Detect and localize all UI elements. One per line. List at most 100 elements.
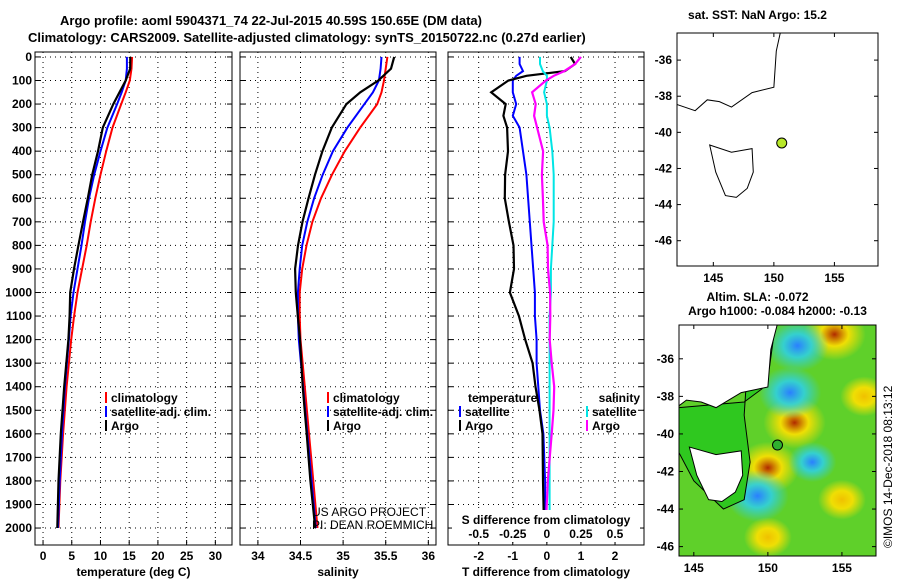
sla-anomaly-blob (766, 325, 829, 372)
plot-frame (239, 51, 437, 546)
y-tick-label: 100 (12, 74, 32, 88)
legend-label: satellite-adj. clim. (333, 405, 433, 419)
sla-anomaly-blob (743, 517, 792, 556)
legend-label: Argo (333, 419, 361, 433)
y-tick-label: 200 (12, 97, 32, 111)
plot-frame (447, 51, 645, 546)
land-tasmania (688, 446, 744, 503)
legend-swatch (327, 392, 329, 403)
x-tick-label: 36 (422, 549, 436, 563)
y-tick-label: 1300 (5, 356, 32, 370)
lat-tick-label: -44 (657, 502, 675, 516)
legend-swatch (586, 420, 588, 431)
x-tick-label: -1 (507, 549, 518, 563)
x-tick-label: 0 (544, 549, 551, 563)
lon-tick-label: 145 (684, 561, 704, 575)
x-tick-label: 34 (251, 549, 265, 563)
legend-swatch (459, 406, 461, 417)
legend-swatch (327, 406, 329, 417)
y-tick-label: 0 (25, 50, 32, 64)
x-tick-label: 0 (40, 549, 47, 563)
temperature-panel: 0100200300400500600700800900100011001200… (5, 50, 233, 579)
x-tick-label: 5 (68, 549, 75, 563)
y-tick-label: 400 (12, 144, 32, 158)
legend-label: satellite (465, 405, 510, 419)
y-tick-label: 1700 (5, 450, 32, 464)
x-tick-label: 20 (151, 549, 165, 563)
x-axis-label: T difference from climatology (462, 565, 630, 579)
x-tick-label: 15 (123, 549, 137, 563)
y-tick-label: 1500 (5, 403, 32, 417)
legend-swatch (459, 420, 461, 431)
y-tick-label: 1900 (5, 497, 32, 511)
x-tick-label: 1 (578, 549, 585, 563)
y-tick-label: 600 (12, 191, 32, 205)
lon-tick-label: 150 (764, 271, 784, 285)
x-tick-label: 34.5 (289, 549, 313, 563)
map-area (677, 33, 781, 198)
x-tick-label: -2 (473, 549, 484, 563)
legend-label: temperature (468, 391, 538, 405)
y-tick-label: 500 (12, 168, 32, 182)
credit-line-1: US ARGO PROJECT (312, 505, 427, 519)
y-tick-label: 800 (12, 238, 32, 252)
series-line-argo (293, 56, 396, 529)
lat-tick-label: -38 (657, 389, 675, 403)
y-tick-label: 2000 (5, 521, 32, 535)
legend-swatch (105, 420, 107, 431)
sst-map-panel: sat. SST: NaN Argo: 15.2 145 150 155 -36 -38 -… (655, 8, 879, 285)
legend-label: Argo (111, 419, 139, 433)
y-tick-label: 1000 (5, 285, 32, 299)
lat-tick-label: -44 (655, 198, 673, 212)
legend-label: satellite (592, 405, 637, 419)
lon-tick-label: 145 (703, 271, 723, 285)
y-tick-label: 1800 (5, 474, 32, 488)
legend-swatch (586, 406, 588, 417)
lat-tick-label: -36 (655, 53, 673, 67)
sla-anomaly-blob (817, 479, 866, 520)
salinity-panel: 34 34.5 35 35.5 36 salinity climatologysatelli… (239, 51, 437, 579)
y-tick-label: 900 (12, 262, 32, 276)
x-tick-label: 25 (180, 549, 194, 563)
land-tasmania (709, 144, 754, 198)
map-title: Altim. SLA: -0.072 (706, 290, 808, 304)
lon-tick-label: 155 (832, 561, 852, 575)
map-frame (678, 324, 877, 557)
x-axis-label: salinity (317, 565, 359, 579)
s-tick-label: 0.25 (569, 527, 593, 541)
lat-tick-label: -46 (655, 234, 673, 248)
legend-label: satellite-adj. clim. (111, 405, 211, 419)
land-mainland (677, 33, 781, 112)
title-line-1: Argo profile: aoml 5904371_74 22-Jul-201… (60, 13, 482, 28)
legend-swatch (105, 392, 107, 403)
x-tick-label: 2 (612, 549, 619, 563)
lat-tick-label: -42 (655, 161, 673, 175)
series-line-climatology (298, 56, 389, 529)
legend-label: Argo (465, 419, 493, 433)
x-tick-label: 30 (209, 549, 223, 563)
s-axis-label: S difference from climatology (462, 513, 631, 527)
lat-tick-label: -40 (657, 427, 675, 441)
y-tick-label: 1100 (6, 309, 32, 323)
legend-swatch (327, 420, 329, 431)
legend-swatch (105, 406, 107, 417)
x-tick-label: 35 (336, 549, 350, 563)
series-line-climatology (57, 56, 134, 529)
lat-tick-label: -40 (655, 125, 673, 139)
series-line-argo (56, 56, 132, 529)
lat-tick-label: -46 (657, 540, 675, 554)
s-tick-label: -0.25 (499, 527, 527, 541)
y-tick-label: 300 (12, 121, 32, 135)
argo-float-marker (772, 439, 783, 451)
legend-label: climatology (111, 391, 178, 405)
difference-panel: -2 -1 0 1 2 T difference from climatology S di… (447, 51, 645, 579)
plot-frame (34, 51, 233, 546)
lat-tick-label: -36 (657, 352, 675, 366)
argo-float-marker (776, 137, 788, 149)
y-tick-label: 1400 (5, 380, 32, 394)
credit-line-2: PI: DEAN ROEMMICH (312, 518, 433, 532)
y-tick-label: 700 (12, 215, 32, 229)
x-tick-label: 10 (94, 549, 108, 563)
